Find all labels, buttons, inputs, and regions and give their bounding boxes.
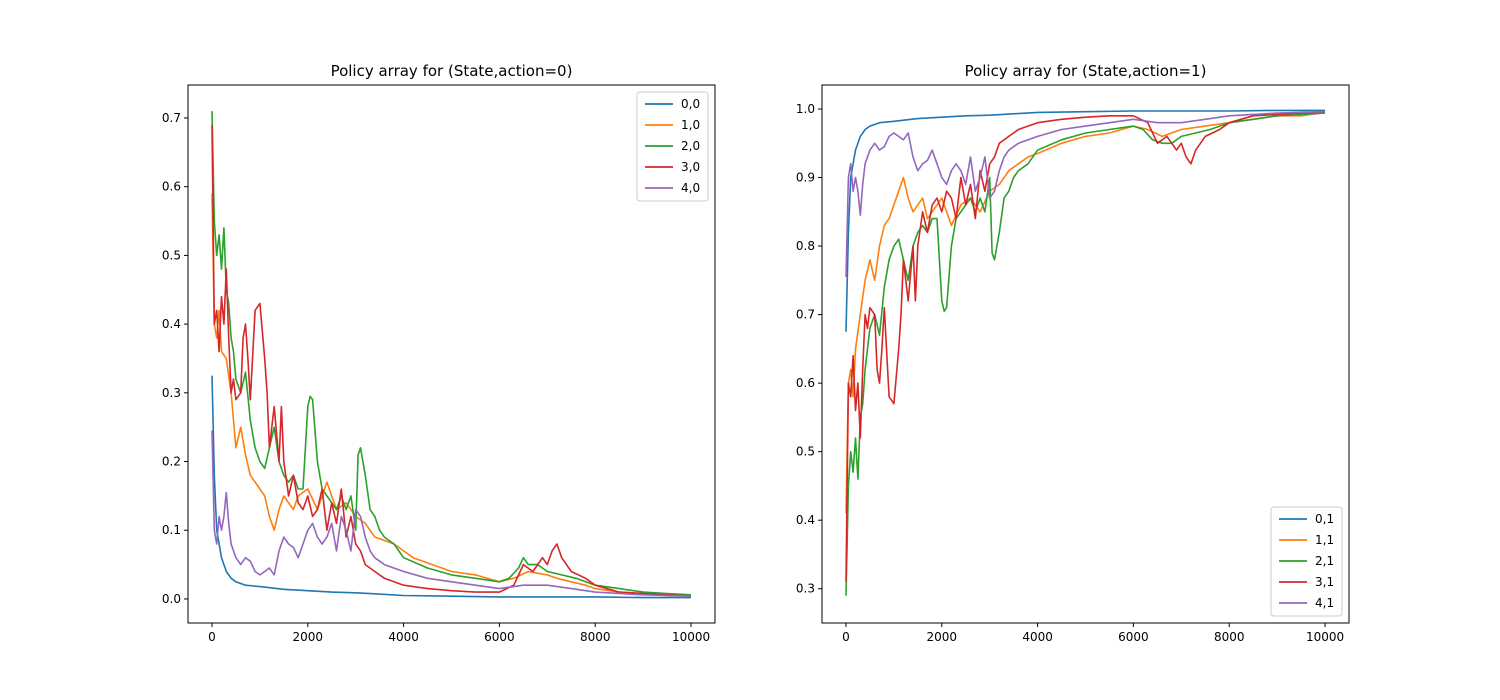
x-tick-label: 2000: [292, 630, 323, 644]
y-tick-label: 0.2: [162, 455, 181, 469]
chart-title: Policy array for (State,action=1): [965, 62, 1207, 80]
series-line-0-1: [845, 109, 1325, 332]
legend-label: 3,0: [681, 160, 700, 174]
plot-area: 0 2000 4000 6000 8000 10000 0.0 0.1 0.2 0.3 0.4 0.5…: [162, 84, 716, 644]
x-tick-label: 0: [208, 630, 216, 644]
x-tick-label: 8000: [580, 630, 611, 644]
legend-label: 2,0: [681, 139, 700, 153]
series-line-1-0: [211, 193, 691, 597]
chart-title: Policy array for (State,action=0): [331, 62, 573, 80]
legend-label: 2,1: [1315, 554, 1334, 568]
series-group: [845, 109, 1326, 596]
legend-label: 4,1: [1315, 596, 1334, 610]
legend-label: 0,1: [1315, 512, 1334, 526]
x-tick-label: 8000: [1214, 630, 1245, 644]
x-tick-label: 10000: [672, 630, 710, 644]
legend-label: 0,0: [681, 97, 700, 111]
y-tick-label: 0.5: [796, 445, 815, 459]
y-tick-label: 0.4: [162, 317, 181, 331]
y-tick-label: 0.6: [796, 376, 815, 390]
y-tick-label: 0.1: [162, 523, 181, 537]
y-tick-label: 0.5: [162, 248, 181, 262]
x-tick-label: 6000: [484, 630, 515, 644]
series-line-4-0: [211, 430, 692, 597]
axes-frame: [187, 84, 716, 624]
chart-panel-action-1: Policy array for (State,action=1) 0 2000 4…: [796, 62, 1350, 644]
y-tick-label: 0.0: [162, 592, 181, 606]
y-tick-label: 1.0: [796, 102, 815, 116]
x-tick-label: 6000: [1118, 630, 1149, 644]
legend-label: 1,0: [681, 118, 700, 132]
chart-panel-action-0: Policy array for (State,action=0) 0 2000 4…: [162, 62, 716, 644]
series-group: [211, 111, 692, 599]
y-tick-label: 0.6: [162, 180, 181, 194]
y-tick-label: 0.7: [162, 111, 181, 125]
legend-label: 3,1: [1315, 575, 1334, 589]
y-tick-label: 0.3: [162, 386, 181, 400]
legend: 0,1 1,1 2,1 3,1 4,1: [1270, 506, 1343, 617]
legend-label: 4,0: [681, 181, 700, 195]
x-tick-label: 4000: [388, 630, 419, 644]
series-line-0-0: [211, 375, 691, 599]
x-tick-label: 2000: [926, 630, 957, 644]
x-tick-label: 0: [842, 630, 850, 644]
x-tick-label: 10000: [1306, 630, 1344, 644]
series-line-3-0: [211, 124, 692, 597]
y-tick-label: 0.3: [796, 582, 815, 596]
axes-frame: [821, 84, 1350, 624]
x-tick-label: 4000: [1022, 630, 1053, 644]
plot-area: 0 2000 4000 6000 8000 10000 0.3 0.4 0.5 0.6 0.7 0.8…: [796, 84, 1350, 644]
legend-label: 1,1: [1315, 533, 1334, 547]
series-line-1-1: [845, 111, 1326, 514]
series-line-4-1: [845, 110, 1326, 277]
y-tick-label: 0.7: [796, 308, 815, 322]
legend: 0,0 1,0 2,0 3,0 4,0: [636, 91, 709, 202]
y-tick-label: 0.4: [796, 513, 815, 527]
y-tick-label: 0.9: [796, 171, 815, 185]
series-line-3-1: [845, 110, 1326, 582]
y-tick-label: 0.8: [796, 239, 815, 253]
